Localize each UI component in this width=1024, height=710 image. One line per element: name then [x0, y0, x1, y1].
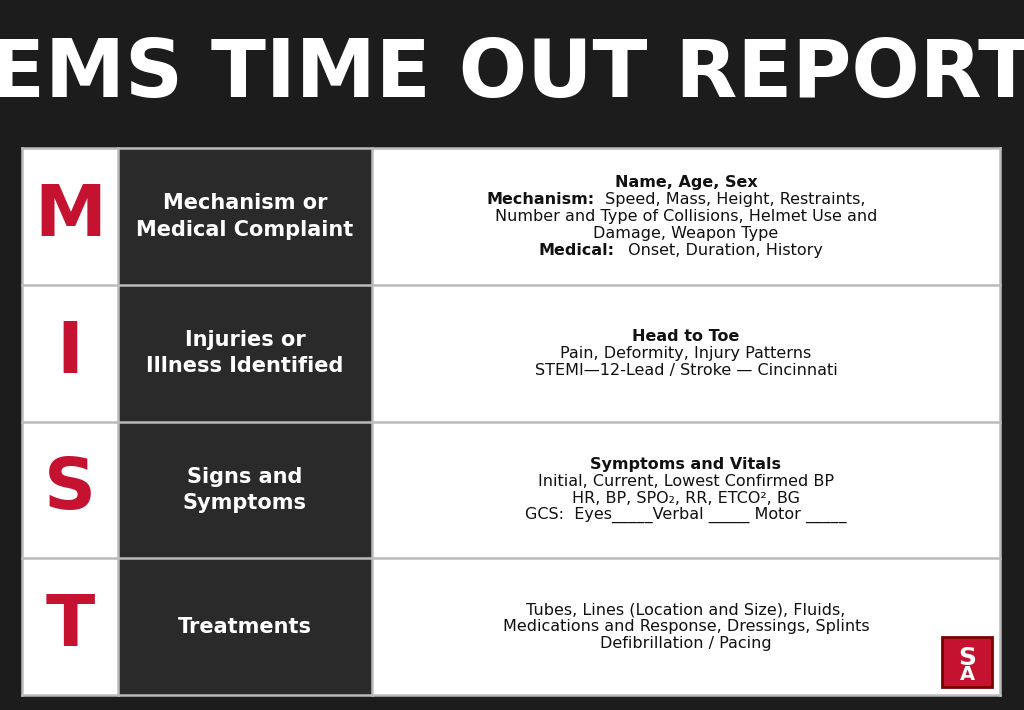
Text: HR, BP, SPO₂, RR, ETCO², BG: HR, BP, SPO₂, RR, ETCO², BG	[572, 491, 800, 506]
Text: Number and Type of Collisions, Helmet Use and: Number and Type of Collisions, Helmet Us…	[495, 209, 878, 224]
Text: Head to Toe: Head to Toe	[632, 329, 739, 344]
Text: S: S	[958, 646, 976, 670]
Text: Defibrillation / Pacing: Defibrillation / Pacing	[600, 636, 772, 651]
Text: Onset, Duration, History: Onset, Duration, History	[624, 243, 823, 258]
Bar	[22, 558, 118, 695]
Bar	[372, 285, 1000, 422]
Text: EMS TIME OUT REPORT: EMS TIME OUT REPORT	[0, 36, 1024, 114]
Bar	[22, 422, 118, 558]
Text: I: I	[56, 319, 83, 388]
Bar	[22, 148, 118, 285]
Bar	[118, 422, 372, 558]
Bar	[118, 285, 372, 422]
Bar	[372, 422, 1000, 558]
Bar	[22, 285, 118, 422]
Text: Pain, Deformity, Injury Patterns: Pain, Deformity, Injury Patterns	[560, 346, 812, 361]
Text: Damage, Weapon Type: Damage, Weapon Type	[593, 226, 778, 241]
Text: Medical:: Medical:	[539, 243, 614, 258]
Text: Treatments: Treatments	[178, 616, 312, 637]
Bar	[118, 558, 372, 695]
Text: T: T	[45, 592, 94, 661]
Text: STEMI—12-Lead / Stroke — Cincinnati: STEMI—12-Lead / Stroke — Cincinnati	[535, 363, 838, 378]
Text: Symptoms and Vitals: Symptoms and Vitals	[591, 457, 781, 472]
Bar	[372, 558, 1000, 695]
Text: Signs and
Symptoms: Signs and Symptoms	[183, 466, 307, 513]
Text: Mechanism or
Medical Complaint: Mechanism or Medical Complaint	[136, 193, 353, 239]
Bar	[942, 637, 992, 687]
Text: Name, Age, Sex: Name, Age, Sex	[614, 175, 758, 190]
Bar	[118, 148, 372, 285]
Text: S: S	[44, 455, 96, 525]
Text: Tubes, Lines (Location and Size), Fluids,: Tubes, Lines (Location and Size), Fluids…	[526, 602, 846, 617]
Text: Mechanism:: Mechanism:	[487, 192, 595, 207]
Bar	[372, 148, 1000, 285]
Text: Initial, Current, Lowest Confirmed BP: Initial, Current, Lowest Confirmed BP	[538, 474, 834, 489]
Text: A: A	[959, 665, 975, 684]
Text: GCS:  Eyes_____Verbal _____ Motor _____: GCS: Eyes_____Verbal _____ Motor _____	[525, 507, 847, 523]
Text: Speed, Mass, Height, Restraints,: Speed, Mass, Height, Restraints,	[600, 192, 865, 207]
Text: M: M	[34, 182, 105, 251]
Text: Injuries or
Illness Identified: Injuries or Illness Identified	[146, 330, 344, 376]
Text: Medications and Response, Dressings, Splints: Medications and Response, Dressings, Spl…	[503, 619, 869, 634]
